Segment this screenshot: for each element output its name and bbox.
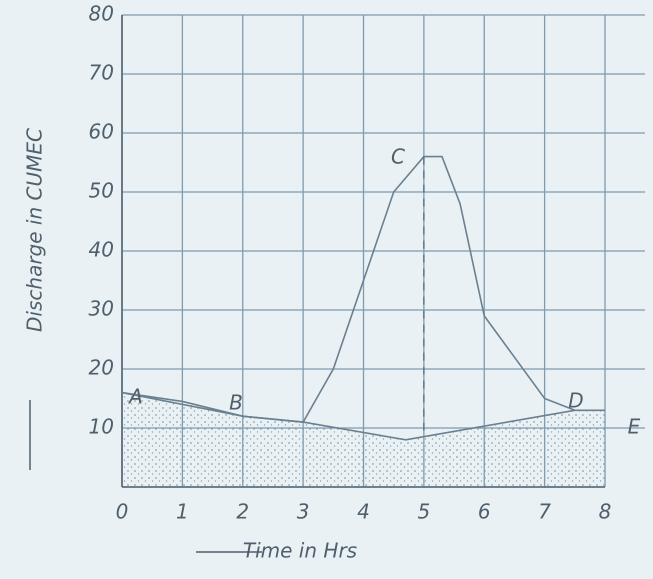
point-label: B [229, 391, 243, 415]
point-label: D [568, 389, 583, 413]
point-label: A [127, 385, 143, 409]
x-tick-label: 0 [116, 500, 129, 524]
y-tick-label: 70 [89, 61, 114, 85]
point-label: E [628, 415, 641, 439]
x-axis-label: Time in Hrs [243, 539, 357, 563]
y-tick-label: 40 [89, 238, 114, 262]
x-tick-label: 3 [297, 500, 310, 524]
x-tick-label: 5 [418, 500, 431, 524]
point-label: C [391, 145, 405, 169]
y-tick-label: 80 [89, 2, 114, 26]
y-tick-label: 60 [89, 120, 114, 144]
x-tick-label: 8 [599, 500, 612, 524]
y-axis-label: Discharge in CUMEC [23, 128, 47, 332]
chart: Time in Hrs Discharge in CUMEC 102030405… [0, 0, 653, 579]
x-tick-label: 2 [236, 500, 249, 524]
x-tick-label: 6 [478, 500, 491, 524]
y-tick-label: 50 [89, 179, 114, 203]
x-tick-label: 4 [357, 500, 370, 524]
y-tick-label: 20 [89, 356, 114, 380]
x-tick-label: 1 [176, 500, 189, 524]
series-line [122, 157, 575, 423]
y-tick-label: 10 [89, 415, 114, 439]
x-tick-label: 7 [538, 500, 551, 524]
y-tick-label: 30 [89, 297, 114, 321]
